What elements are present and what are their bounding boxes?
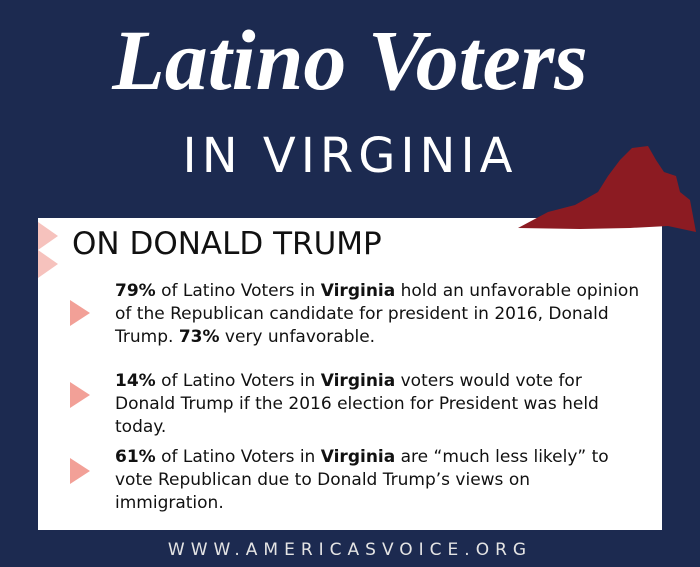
content-panel: [38, 218, 662, 530]
text: of Latino Voters in: [155, 447, 321, 467]
bold-text: 73%: [178, 327, 220, 347]
bold-text: Virginia: [320, 371, 396, 391]
bullet-marker: [70, 300, 90, 326]
text: voters would vote for Donald Trump if th…: [115, 371, 599, 437]
text: of Latino Voters in: [155, 281, 321, 301]
text: of Latino Voters in: [155, 371, 321, 391]
heading-chevron: [38, 250, 58, 278]
bullet-text: 79% of Latino Voters in Virginia hold an…: [115, 280, 640, 349]
heading-chevron: [38, 222, 58, 250]
virginia-shape: [518, 146, 696, 232]
bold-text: 61%: [115, 447, 156, 467]
title: Latino Voters: [112, 12, 588, 108]
footer-url: WWW.AMERICASVOICE.ORG: [167, 540, 533, 560]
text: hold an unfavorable opinion of the Repub…: [115, 281, 640, 347]
text: very unfavorable.: [219, 327, 376, 347]
bold-text: 79%: [115, 281, 156, 301]
text: are “much less likely” to vote Republica…: [115, 447, 609, 513]
bold-text: Virginia: [320, 447, 396, 467]
subtitle: IN VIRGINIA: [182, 128, 518, 184]
bullet-marker: [70, 458, 90, 484]
bullet-text: 14% of Latino Voters in Virginia voters …: [115, 370, 640, 439]
bullet-text: 61% of Latino Voters in Virginia are “mu…: [115, 446, 640, 515]
bullet-marker: [70, 382, 90, 408]
bold-text: Virginia: [320, 281, 396, 301]
section-heading: ON DONALD TRUMP: [72, 226, 382, 262]
bold-text: 14%: [115, 371, 156, 391]
